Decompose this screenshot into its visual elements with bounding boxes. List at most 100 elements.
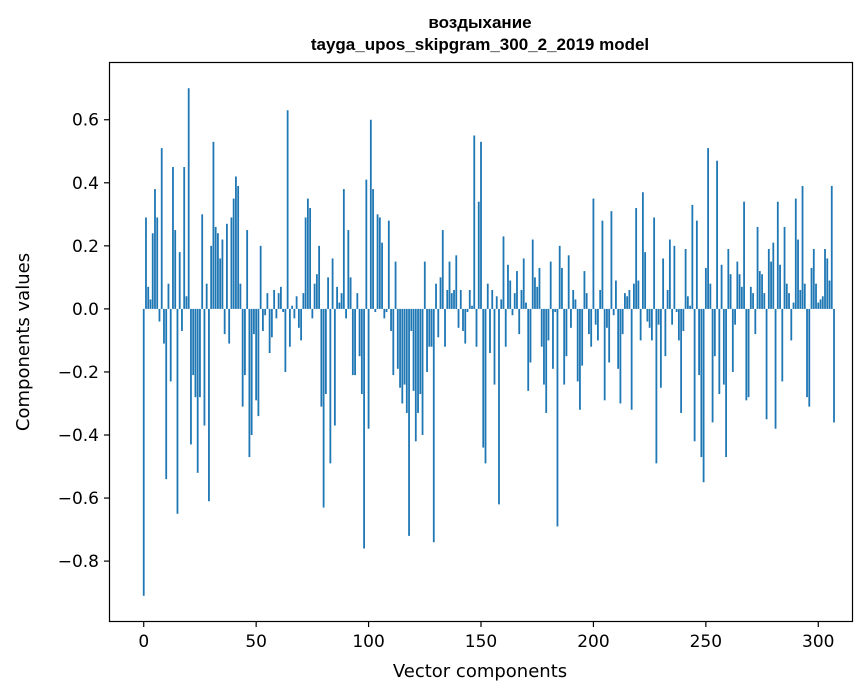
bar [810, 267, 813, 309]
bar [145, 217, 147, 309]
x-tick-label: 200 [577, 632, 609, 652]
bar [142, 308, 145, 596]
bar [675, 308, 678, 313]
bar [511, 308, 514, 316]
bar [154, 189, 156, 309]
bar [594, 308, 597, 325]
bar [228, 308, 231, 344]
bar [704, 267, 707, 309]
bar [513, 293, 516, 309]
bar [194, 308, 197, 398]
bar [509, 280, 512, 309]
bar [421, 308, 424, 435]
bar [304, 217, 307, 309]
bar [743, 201, 745, 309]
chart-title-line2: tayga_upos_skipgram_300_2_2019 model [311, 35, 649, 54]
bar [617, 308, 620, 369]
bar [356, 293, 359, 309]
bar [459, 289, 462, 309]
bar [657, 308, 660, 325]
bar [608, 308, 611, 363]
bar [567, 255, 570, 309]
bar [329, 308, 332, 464]
bar [320, 308, 323, 407]
bar [806, 308, 808, 398]
bar [691, 204, 694, 309]
bar [538, 267, 541, 309]
bar [725, 308, 727, 458]
bar [486, 283, 489, 309]
bar [318, 245, 321, 309]
bar [799, 289, 802, 309]
bar [531, 239, 534, 309]
bar [390, 308, 392, 331]
bar [529, 308, 532, 363]
bar [561, 267, 563, 309]
bar [570, 308, 572, 328]
y-tick-label: −0.6 [58, 489, 99, 509]
bar [677, 308, 680, 341]
bar [628, 289, 631, 309]
bar [653, 217, 656, 309]
bar [615, 280, 617, 309]
bar [830, 185, 833, 309]
bar [383, 308, 386, 319]
bar [671, 308, 674, 325]
bar [232, 198, 235, 309]
bar [579, 308, 581, 410]
bar [821, 296, 824, 309]
bar [783, 226, 786, 309]
bar [230, 217, 233, 309]
bar [279, 286, 282, 309]
bar [700, 308, 703, 458]
bar [450, 293, 453, 309]
bar [489, 308, 491, 354]
x-tick-label: 0 [138, 632, 149, 652]
bar [610, 211, 613, 309]
bar [563, 308, 566, 385]
bar [612, 308, 615, 316]
bar [752, 293, 754, 309]
bar [333, 308, 336, 426]
bar [417, 308, 419, 413]
bar [635, 208, 638, 309]
bar [408, 308, 410, 536]
bar [606, 308, 608, 328]
bar [270, 308, 273, 338]
bar [241, 308, 244, 407]
bar [396, 308, 399, 369]
bar [668, 239, 671, 309]
y-tick-label: 0.4 [72, 174, 99, 194]
x-tick-label: 250 [690, 632, 722, 652]
bar [327, 277, 329, 309]
bar [774, 308, 777, 429]
bar [767, 249, 770, 309]
bar [686, 296, 689, 309]
bar [457, 308, 460, 328]
bar [803, 283, 806, 309]
bar [190, 308, 192, 445]
bar [601, 220, 604, 309]
bar [745, 308, 748, 401]
bar [574, 299, 577, 309]
bar [176, 308, 179, 514]
bar [185, 296, 188, 309]
bar [749, 286, 752, 309]
bar [738, 274, 741, 309]
bar [394, 261, 397, 309]
bar [718, 308, 721, 395]
bar [684, 249, 687, 309]
bar [399, 308, 401, 388]
bar [812, 249, 815, 309]
bar [659, 308, 662, 388]
bar [266, 293, 269, 309]
bar [446, 289, 449, 309]
bar [794, 198, 797, 309]
bar [833, 308, 835, 423]
bar [621, 308, 624, 335]
bar [210, 245, 213, 309]
bar [785, 283, 788, 309]
bar [151, 233, 154, 309]
bar [603, 308, 606, 401]
bar [444, 308, 446, 347]
